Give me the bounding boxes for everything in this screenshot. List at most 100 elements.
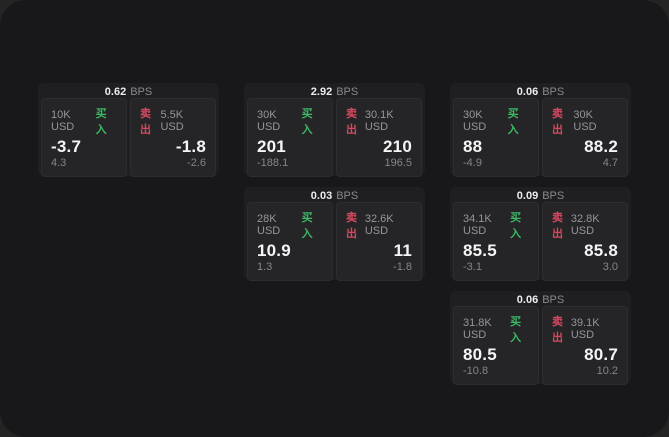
bps-value: 0.62 [104, 86, 127, 98]
quote-card: 0.09 BPS 34.1K USD 买入 85.5 -3.1 卖出 32.8K… [450, 187, 631, 281]
sell-badge: 卖出 [346, 212, 357, 240]
sell-delta: 4.7 [602, 157, 618, 169]
buy-panel-top: 30K USD 买入 [463, 105, 529, 137]
sell-badge: 卖出 [140, 108, 151, 136]
sell-panel[interactable]: 卖出 32.6K USD 11 -1.8 [336, 202, 422, 281]
buy-size-label: 30K USD [463, 109, 487, 133]
buy-price: 85.5 [463, 241, 497, 260]
sell-panel-top: 卖出 32.8K USD [552, 209, 618, 241]
card-header: 2.92 BPS [247, 86, 422, 98]
sell-delta: -1.8 [393, 261, 412, 273]
buy-price: -3.7 [51, 137, 82, 156]
sell-panel[interactable]: 卖出 30K USD 88.2 4.7 [542, 98, 628, 177]
quote-card: 0.06 BPS 31.8K USD 买入 80.5 -10.8 卖出 39.1… [450, 291, 631, 385]
sell-panel-top: 卖出 5.5K USD [140, 105, 206, 137]
buy-badge: 买入 [510, 212, 522, 240]
bps-value: 0.06 [516, 294, 539, 306]
quote-card: 0.06 BPS 30K USD 买入 88 -4.9 卖出 30K USD [450, 83, 631, 177]
sell-panel[interactable]: 卖出 5.5K USD -1.8 -2.6 [130, 98, 216, 177]
buy-panel[interactable]: 31.8K USD 买入 80.5 -10.8 [453, 306, 539, 385]
buy-panel-top: 31.8K USD 买入 [463, 313, 529, 345]
sell-panel[interactable]: 卖出 32.8K USD 85.8 3.0 [542, 202, 628, 281]
sell-delta: 3.0 [602, 261, 618, 273]
buy-size-label: 28K USD [257, 213, 281, 237]
sell-panel-top: 卖出 30.1K USD [346, 105, 412, 137]
quote-panels: 34.1K USD 买入 85.5 -3.1 卖出 32.8K USD 85.8… [453, 202, 628, 281]
buy-panel-top: 34.1K USD 买入 [463, 209, 529, 241]
quote-card: 0.03 BPS 28K USD 买入 10.9 1.3 卖出 32.6K US… [244, 187, 425, 281]
buy-panel[interactable]: 30K USD 买入 88 -4.9 [453, 98, 539, 177]
sell-size-label: 32.8K USD [570, 213, 600, 237]
sell-delta: 10.2 [596, 365, 618, 377]
quote-panels: 30K USD 买入 88 -4.9 卖出 30K USD 88.2 4.7 [453, 98, 628, 177]
buy-price: 88 [463, 137, 483, 156]
sell-delta: 196.5 [384, 157, 412, 169]
buy-badge: 买入 [510, 316, 522, 344]
sell-panel-top: 卖出 39.1K USD [552, 313, 618, 345]
sell-size-label: 30.1K USD [364, 109, 394, 133]
sell-price: 85.8 [584, 241, 618, 260]
buy-badge: 买入 [301, 108, 313, 136]
bps-value: 2.92 [310, 86, 333, 98]
card-header: 0.09 BPS [453, 190, 628, 202]
bps-value: 0.06 [516, 86, 539, 98]
bps-unit-label: BPS [542, 294, 565, 306]
sell-price: 88.2 [584, 137, 618, 156]
buy-panel-top: 30K USD 买入 [257, 105, 323, 137]
bps-unit-label: BPS [336, 190, 359, 202]
card-header: 0.06 BPS [453, 86, 628, 98]
quote-card-grid: 0.62 BPS 10K USD 买入 -3.7 4.3 卖出 5.5K USD [38, 83, 631, 385]
buy-panel[interactable]: 28K USD 买入 10.9 1.3 [247, 202, 333, 281]
sell-panel-top: 卖出 30K USD [552, 105, 618, 137]
buy-delta: -10.8 [463, 365, 489, 377]
sell-badge: 卖出 [346, 108, 357, 136]
buy-badge: 买入 [301, 212, 313, 240]
bps-unit-label: BPS [542, 190, 565, 202]
sell-price: 11 [393, 241, 412, 260]
sell-price: -1.8 [175, 137, 206, 156]
quote-panels: 28K USD 买入 10.9 1.3 卖出 32.6K USD 11 -1.8 [247, 202, 422, 281]
buy-delta: -4.9 [463, 157, 482, 169]
quote-panels: 30K USD 买入 201 -188.1 卖出 30.1K USD 210 1… [247, 98, 422, 177]
buy-panel-top: 10K USD 买入 [51, 105, 117, 137]
sell-panel-top: 卖出 32.6K USD [346, 209, 412, 241]
buy-price: 201 [257, 137, 286, 156]
buy-delta: -188.1 [257, 157, 289, 169]
buy-panel[interactable]: 30K USD 买入 201 -188.1 [247, 98, 333, 177]
quote-panels: 31.8K USD 买入 80.5 -10.8 卖出 39.1K USD 80.… [453, 306, 628, 385]
buy-delta: 1.3 [257, 261, 273, 273]
sell-panel[interactable]: 卖出 30.1K USD 210 196.5 [336, 98, 422, 177]
buy-badge: 买入 [95, 108, 107, 136]
sell-size-label: 30K USD [573, 109, 597, 133]
buy-panel-top: 28K USD 买入 [257, 209, 323, 241]
sell-panel[interactable]: 卖出 39.1K USD 80.7 10.2 [542, 306, 628, 385]
sell-badge: 卖出 [552, 108, 563, 136]
card-header: 0.06 BPS [453, 294, 628, 306]
sell-size-label: 39.1K USD [570, 317, 600, 341]
sell-size-label: 32.6K USD [364, 213, 394, 237]
buy-price: 10.9 [257, 241, 291, 260]
bps-unit-label: BPS [336, 86, 359, 98]
bps-value: 0.03 [310, 190, 333, 202]
buy-delta: -3.1 [463, 261, 482, 273]
buy-delta: 4.3 [51, 157, 67, 169]
sell-badge: 卖出 [552, 316, 563, 344]
sell-size-label: 5.5K USD [160, 109, 184, 133]
bps-unit-label: BPS [542, 86, 565, 98]
buy-panel[interactable]: 34.1K USD 买入 85.5 -3.1 [453, 202, 539, 281]
buy-price: 80.5 [463, 345, 497, 364]
buy-size-label: 10K USD [51, 109, 75, 133]
sell-price: 80.7 [584, 345, 618, 364]
bps-value: 0.09 [516, 190, 539, 202]
sell-price: 210 [383, 137, 412, 156]
sell-badge: 卖出 [552, 212, 563, 240]
buy-size-label: 30K USD [257, 109, 281, 133]
buy-panel[interactable]: 10K USD 买入 -3.7 4.3 [41, 98, 127, 177]
buy-size-label: 31.8K USD [463, 317, 492, 341]
buy-size-label: 34.1K USD [463, 213, 492, 237]
quote-card: 0.62 BPS 10K USD 买入 -3.7 4.3 卖出 5.5K USD [38, 83, 219, 177]
card-header: 0.03 BPS [247, 190, 422, 202]
buy-badge: 买入 [507, 108, 519, 136]
quote-panels: 10K USD 买入 -3.7 4.3 卖出 5.5K USD -1.8 -2.… [41, 98, 216, 177]
